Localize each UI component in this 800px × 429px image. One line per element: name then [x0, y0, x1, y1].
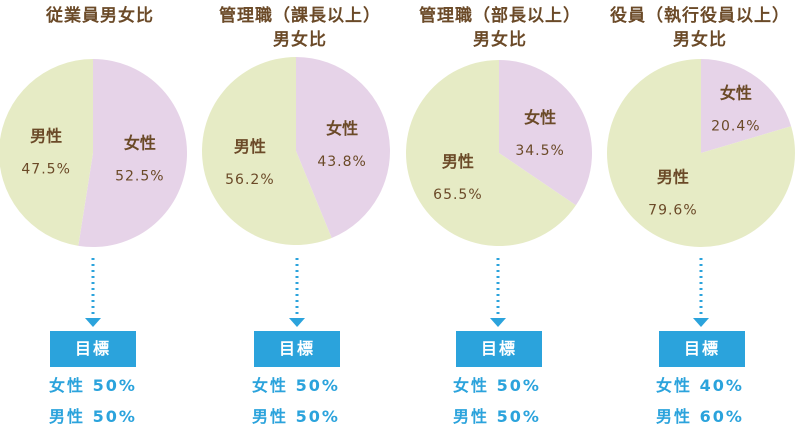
chart-title-line: 男女比: [673, 30, 727, 50]
male-slice-percent: 79.6%: [648, 203, 697, 219]
pie-chart: 女性 43.8% 男性 56.2%: [202, 57, 391, 246]
male-slice-percent: 47.5%: [21, 161, 70, 177]
target-male-label: 男性: [656, 407, 693, 426]
chart-title-line: 男女比: [473, 30, 527, 50]
target-badge: 目標: [456, 331, 542, 367]
dotted-arrow-icon: [693, 258, 709, 327]
chart-title-line: 男女比: [273, 30, 327, 50]
pie-chart: 女性 34.5% 男性 65.5%: [405, 60, 592, 246]
pie-slice-male: [202, 57, 332, 246]
target-female-label: 女性: [453, 376, 490, 395]
target-badge: 目標: [659, 331, 745, 367]
chart-title-line: 管理職（課長以上）: [219, 6, 381, 26]
target-male-value: 50%: [295, 407, 340, 426]
target-female: 女性 40%: [600, 372, 800, 396]
female-slice-label: 女性: [720, 83, 752, 102]
target-badge: 目標: [50, 331, 136, 367]
chart-title-line: 管理職（部長以上）: [419, 6, 581, 26]
female-slice-percent: 52.5%: [115, 169, 164, 185]
pie-slice-female: [78, 59, 188, 247]
target-male: 男性 50%: [397, 403, 597, 427]
target-male-label: 男性: [453, 407, 490, 426]
male-slice-percent: 65.5%: [433, 187, 482, 203]
target-female-label: 女性: [656, 376, 693, 395]
target-male: 男性 60%: [600, 403, 800, 427]
target-male: 男性 50%: [196, 403, 396, 427]
target-male-value: 50%: [496, 407, 541, 426]
female-slice-percent: 43.8%: [317, 154, 366, 170]
dotted-arrow-icon: [490, 258, 506, 327]
female-slice-percent: 34.5%: [515, 143, 564, 159]
female-slice-percent: 20.4%: [711, 118, 760, 134]
pie-slice-female: [701, 59, 792, 153]
target-male: 男性 50%: [0, 403, 193, 427]
target-female: 女性 50%: [0, 372, 193, 396]
pie-slice-male: [405, 60, 576, 246]
target-badge: 目標: [254, 331, 340, 367]
pie-chart: 女性 20.4% 男性 79.6%: [606, 59, 795, 248]
target-female-label: 女性: [49, 376, 86, 395]
target-female-value: 50%: [92, 376, 137, 395]
target-female: 女性 50%: [196, 372, 396, 396]
chart-panel: 管理職（部長以上） 男女比 女性 34.5% 男性 65.5% 目標 女性 50% 男…: [400, 0, 600, 429]
dotted-arrow-icon: [289, 258, 305, 327]
dotted-arrow-icon: [85, 258, 101, 327]
female-slice-label: 女性: [124, 134, 156, 153]
pie-slice-female: [296, 57, 391, 238]
target-female-value: 50%: [496, 376, 541, 395]
target-female-label: 女性: [252, 376, 289, 395]
chart-panel: 役員（執行役員以上） 男女比 女性 20.4% 男性 79.6% 目標 女性 40% …: [600, 0, 800, 429]
chart-title-line: 従業員男女比: [46, 6, 154, 26]
chart-panel: 管理職（課長以上） 男女比 女性 43.8% 男性 56.2% 目標 女性 50% 男…: [200, 0, 400, 429]
target-female-value: 50%: [295, 376, 340, 395]
target-female-value: 40%: [699, 376, 744, 395]
target-male-label: 男性: [252, 407, 289, 426]
pie-slice-female: [499, 60, 592, 206]
target-male-value: 50%: [92, 407, 137, 426]
chart-panel: 従業員男女比 女性 52.5% 男性 47.5% 目標 女性 50% 男性 50%: [0, 0, 200, 429]
chart-title: 管理職（課長以上） 男女比: [200, 4, 400, 52]
female-slice-label: 女性: [524, 108, 556, 127]
target-male-value: 60%: [699, 407, 744, 426]
male-slice-percent: 56.2%: [225, 172, 274, 188]
female-slice-label: 女性: [326, 119, 358, 138]
chart-title-line: 役員（執行役員以上）: [610, 6, 790, 26]
pie-slice-male: [0, 59, 93, 246]
chart-title: 管理職（部長以上） 男女比: [400, 4, 600, 52]
target-male-label: 男性: [49, 407, 86, 426]
male-slice-label: 男性: [234, 137, 266, 156]
pie-slice-male: [606, 59, 795, 248]
chart-title: 従業員男女比: [0, 4, 200, 28]
target-female: 女性 50%: [397, 372, 597, 396]
pie-chart: 女性 52.5% 男性 47.5%: [0, 59, 188, 247]
chart-title: 役員（執行役員以上） 男女比: [600, 4, 800, 52]
male-slice-label: 男性: [30, 126, 62, 145]
male-slice-label: 男性: [442, 152, 474, 171]
male-slice-label: 男性: [657, 168, 689, 187]
